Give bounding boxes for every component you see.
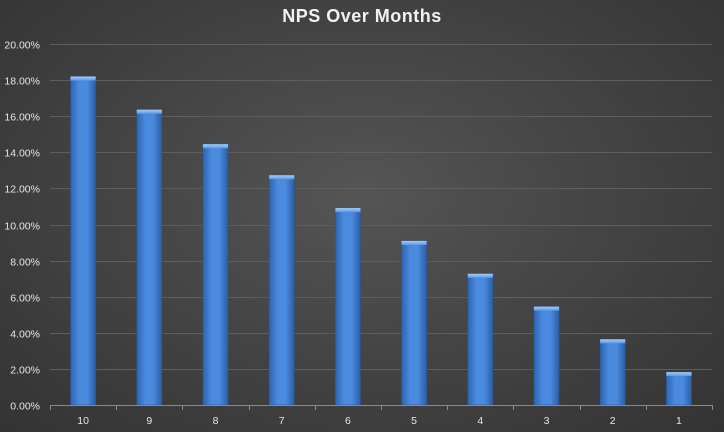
bar-cap: [666, 372, 692, 377]
bar-7: [268, 174, 295, 406]
bar-cap: [600, 339, 626, 344]
bar-body: [401, 240, 427, 406]
bar-cap: [269, 175, 295, 180]
bar-cap: [136, 109, 162, 114]
x-tick-label: 3: [544, 415, 550, 427]
bar-10: [70, 76, 96, 406]
y-tick-label: 0.00%: [10, 401, 40, 413]
chart-title: NPS Over Months: [282, 6, 442, 26]
x-tick-label: 6: [345, 415, 351, 427]
y-tick-label: 14.00%: [4, 148, 40, 160]
bar-body: [268, 174, 295, 406]
x-tick-label: 1: [676, 415, 682, 427]
y-tick-label: 16.00%: [4, 112, 40, 124]
x-tick-label: 4: [477, 415, 483, 427]
y-tick-label: 6.00%: [10, 293, 40, 305]
bar-4: [467, 273, 494, 406]
y-tick-label: 2.00%: [10, 365, 40, 377]
bar-body: [202, 143, 229, 406]
bar-cap: [335, 208, 361, 213]
bar-2: [599, 338, 626, 406]
bar-body: [136, 109, 163, 406]
bar-cap: [467, 273, 493, 278]
bar-5: [401, 240, 427, 406]
bar-9: [136, 109, 163, 406]
y-tick-label: 8.00%: [10, 257, 40, 269]
bar-3: [533, 306, 560, 406]
bar-body: [599, 338, 626, 406]
bar-cap: [401, 240, 427, 245]
bar-body: [666, 371, 692, 406]
x-tick-label: 9: [146, 415, 152, 427]
x-tick-label: 5: [411, 415, 417, 427]
bar-8: [202, 143, 229, 406]
bar-1: [666, 371, 692, 406]
bar-body: [70, 76, 96, 406]
bar-cap: [70, 76, 96, 81]
y-tick-label: 4.00%: [10, 329, 40, 341]
bar-body: [533, 306, 560, 406]
y-tick-label: 12.00%: [4, 184, 40, 196]
y-tick-label: 20.00%: [4, 40, 40, 52]
y-tick-label: 10.00%: [4, 221, 40, 233]
bar-body: [335, 207, 361, 406]
x-tick-label: 10: [77, 415, 89, 427]
bar-cap: [202, 144, 229, 149]
bar-cap: [533, 306, 560, 311]
y-tick-label: 18.00%: [4, 76, 40, 88]
x-tick-label: 2: [610, 415, 616, 427]
bar-6: [335, 207, 361, 406]
x-tick-label: 7: [279, 415, 285, 427]
bar-body: [467, 273, 494, 406]
x-tick-label: 8: [213, 415, 219, 427]
